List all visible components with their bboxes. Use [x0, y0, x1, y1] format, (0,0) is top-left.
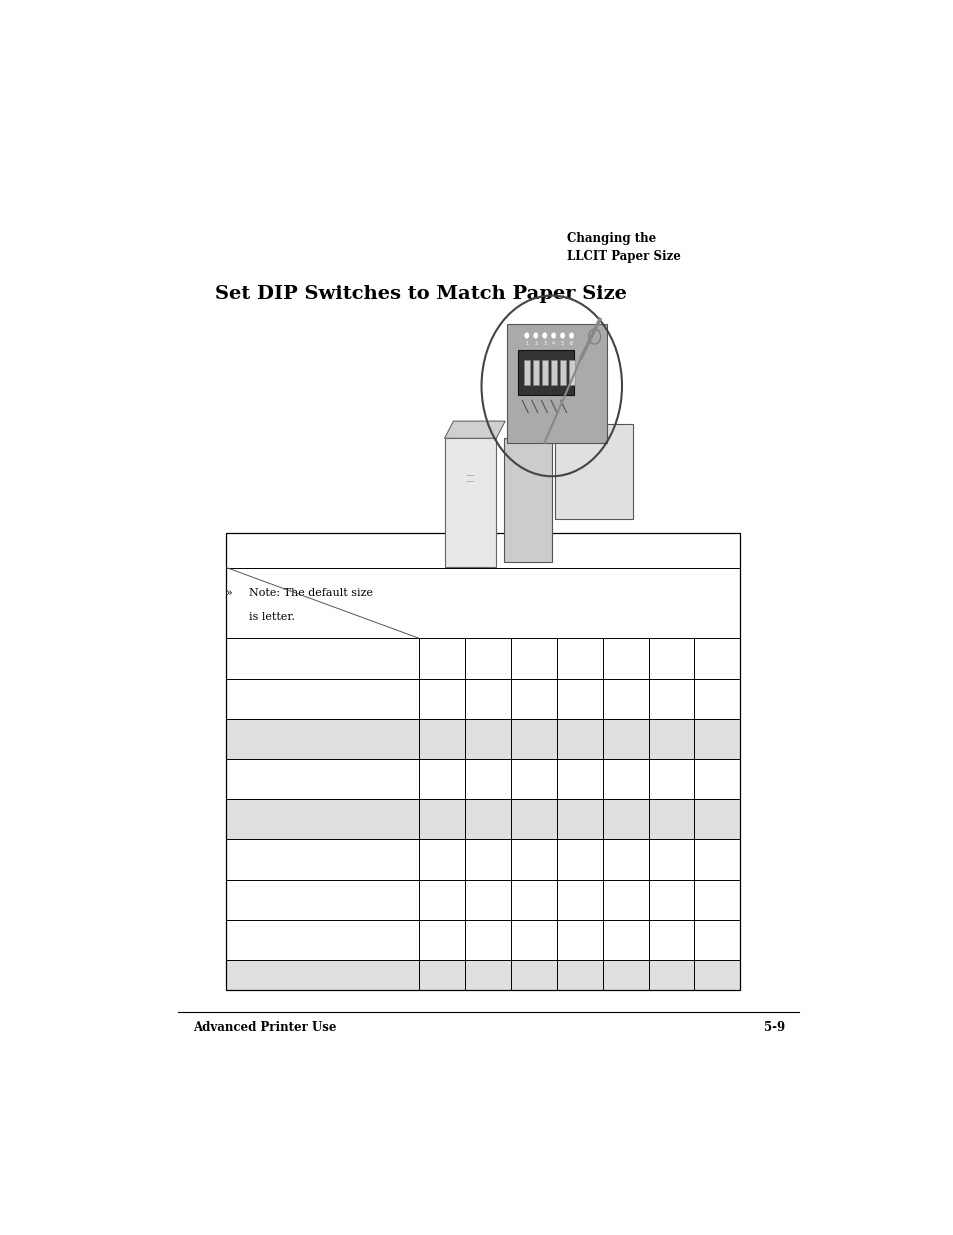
Text: Advanced Printer Use: Advanced Printer Use: [193, 1021, 336, 1034]
Text: 3: 3: [542, 341, 546, 346]
Text: 6: 6: [569, 341, 573, 346]
Bar: [541, 361, 547, 385]
Circle shape: [533, 332, 537, 338]
Bar: [559, 361, 565, 385]
Polygon shape: [444, 421, 505, 438]
Bar: [226, 719, 740, 760]
Circle shape: [569, 332, 573, 338]
Text: Changing the
LLCIT Paper Size: Changing the LLCIT Paper Size: [566, 232, 679, 263]
Text: 4: 4: [552, 341, 555, 346]
Bar: [503, 438, 551, 562]
Text: Note: The default size: Note: The default size: [249, 589, 373, 599]
Circle shape: [542, 332, 546, 338]
Bar: [532, 361, 538, 385]
Bar: [550, 361, 556, 385]
Text: 5: 5: [560, 341, 563, 346]
Bar: [568, 361, 574, 385]
Text: Set DIP Switches to Match Paper Size: Set DIP Switches to Match Paper Size: [215, 285, 626, 303]
Circle shape: [551, 332, 556, 338]
Text: 1: 1: [525, 341, 528, 346]
Polygon shape: [507, 324, 606, 443]
Text: 2: 2: [534, 341, 537, 346]
Text: 5-9: 5-9: [762, 1021, 783, 1034]
Bar: [523, 361, 529, 385]
Bar: [444, 438, 496, 567]
Circle shape: [524, 332, 529, 338]
Text: »: »: [226, 589, 233, 599]
Bar: [518, 350, 574, 395]
Text: ___
___: ___ ___: [466, 471, 474, 483]
Bar: [226, 534, 740, 989]
Text: is letter.: is letter.: [249, 613, 294, 622]
Bar: [226, 799, 740, 840]
Circle shape: [559, 332, 564, 338]
Bar: [226, 960, 740, 989]
Polygon shape: [555, 424, 633, 519]
